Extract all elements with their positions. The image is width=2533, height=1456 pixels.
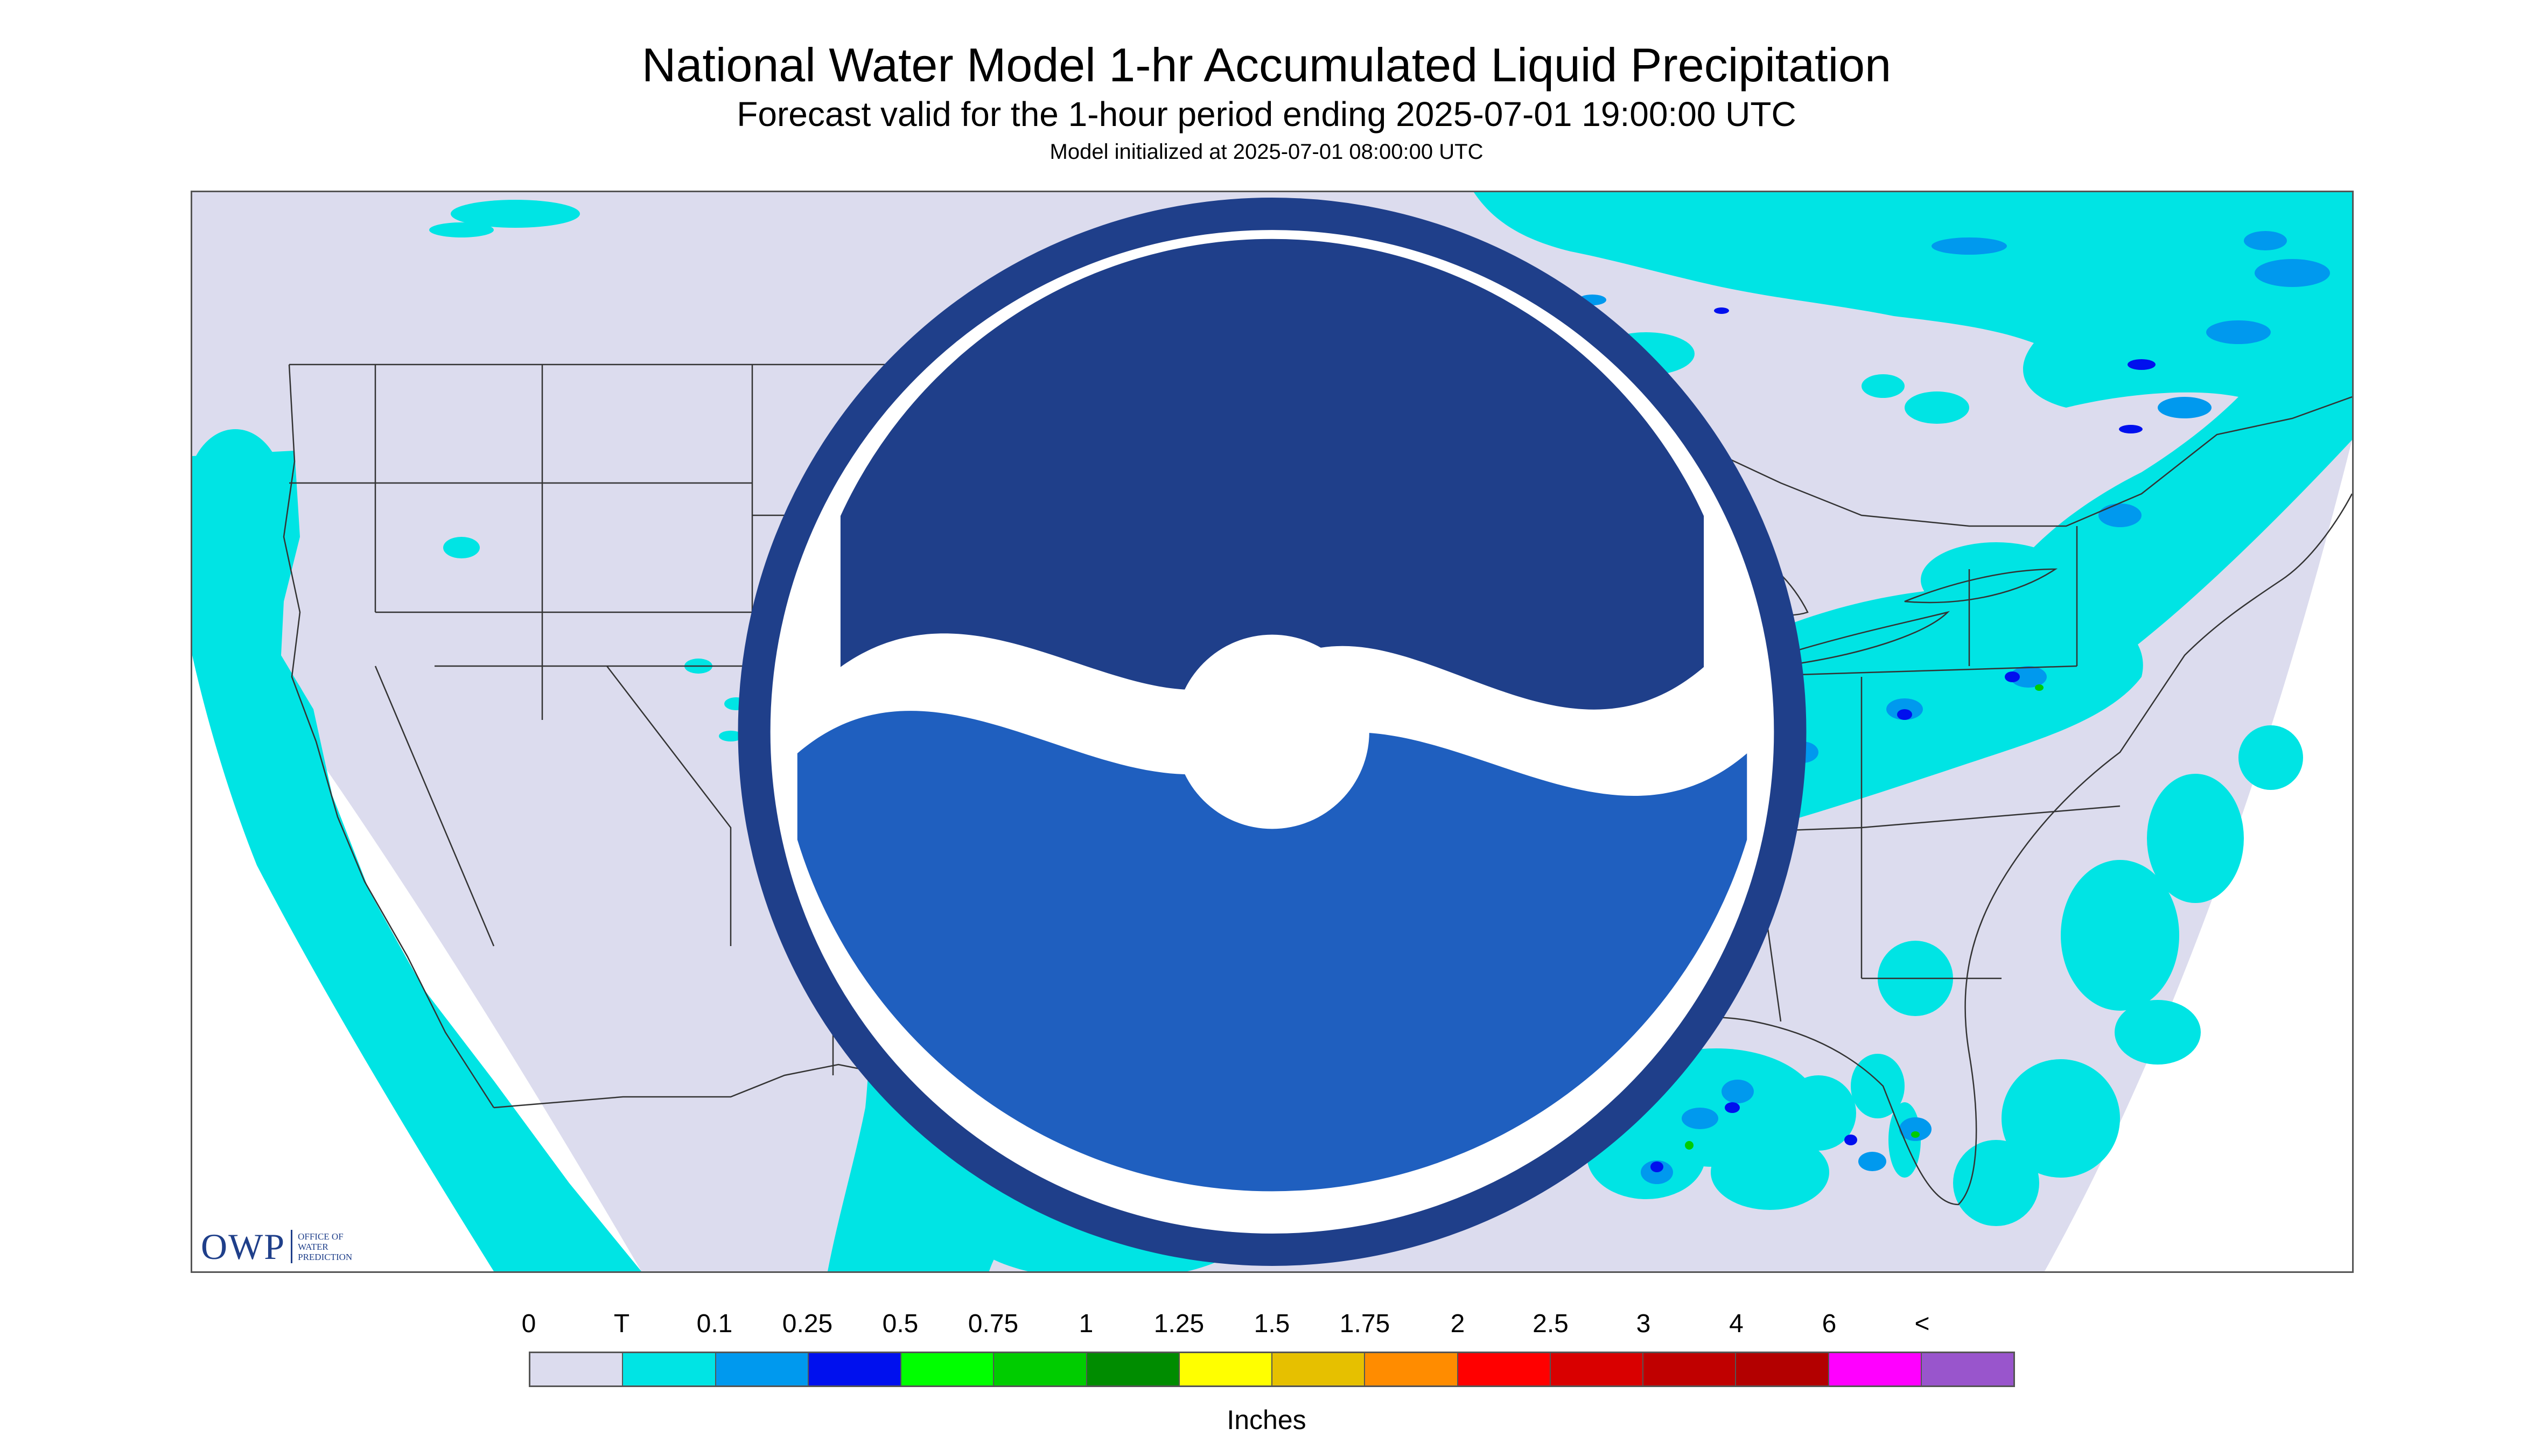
- legend-label: T: [613, 1310, 630, 1338]
- legend-swatch: [1272, 1353, 1366, 1385]
- precipitation-map: OWP Office of Water Prediction: [191, 191, 2354, 1273]
- legend-label: 1.5: [1254, 1310, 1290, 1338]
- legend-label: 1: [1079, 1310, 1094, 1338]
- legend-label: 1.75: [1339, 1310, 1390, 1338]
- legend-labels: 0 T 0.1 0.25 0.5 0.75 1 1.25 1.5 1.75 2 2.5 3 4 6 <: [522, 1303, 2015, 1341]
- owp-logo-text: Office of Water Prediction: [298, 1231, 353, 1262]
- legend-swatch: [623, 1353, 716, 1385]
- legend-swatch: [716, 1353, 809, 1385]
- legend-label: 0.1: [696, 1310, 733, 1338]
- owp-logo-divider: [291, 1230, 293, 1263]
- legend-units: Inches: [1227, 1405, 1306, 1435]
- legend-swatch: [901, 1353, 995, 1385]
- legend-color-bar: [529, 1352, 2015, 1387]
- legend-swatch: [1365, 1353, 1458, 1385]
- legend-swatch: [1087, 1353, 1180, 1385]
- legend-swatch: [808, 1353, 901, 1385]
- legend-swatch: [1921, 1353, 2013, 1385]
- legend-label: 2: [1450, 1310, 1465, 1338]
- legend-swatch: [1458, 1353, 1551, 1385]
- precipitation-legend: 0 T 0.1 0.25 0.5 0.75 1 1.25 1.5 1.75 2 2.5 3 4 6 <: [522, 1303, 2015, 1411]
- legend-swatch: [1550, 1353, 1643, 1385]
- legend-label: 0.5: [882, 1310, 919, 1338]
- map-title: National Water Model 1-hr Accumulated Li…: [641, 38, 1892, 92]
- legend-swatch: [530, 1353, 624, 1385]
- legend-swatch: [1643, 1353, 1737, 1385]
- legend-label: 2.5: [1533, 1310, 1569, 1338]
- owp-logo-mark: OWP: [201, 1226, 286, 1267]
- model-init-line: Model initialized at 2025-07-01 08:00:00…: [1049, 140, 1484, 164]
- legend-swatch: [1829, 1353, 1922, 1385]
- map-subtitle: Forecast valid for the 1-hour period end…: [737, 95, 1796, 134]
- legend-label: 6: [1822, 1310, 1837, 1338]
- legend-swatch: [1736, 1353, 1829, 1385]
- legend-label: 1.25: [1153, 1310, 1205, 1338]
- legend-swatch: [1179, 1353, 1272, 1385]
- legend-label: <: [1914, 1310, 1930, 1338]
- legend-label: 3: [1636, 1310, 1651, 1338]
- noaa-emblem-icon: [738, 198, 1807, 1266]
- owp-logo: OWP Office of Water Prediction: [201, 1228, 373, 1265]
- legend-label: 4: [1729, 1310, 1744, 1338]
- legend-swatch: [994, 1353, 1087, 1385]
- legend-label: 0.25: [782, 1310, 833, 1338]
- legend-label: 0: [521, 1310, 536, 1338]
- legend-label: 0.75: [968, 1310, 1019, 1338]
